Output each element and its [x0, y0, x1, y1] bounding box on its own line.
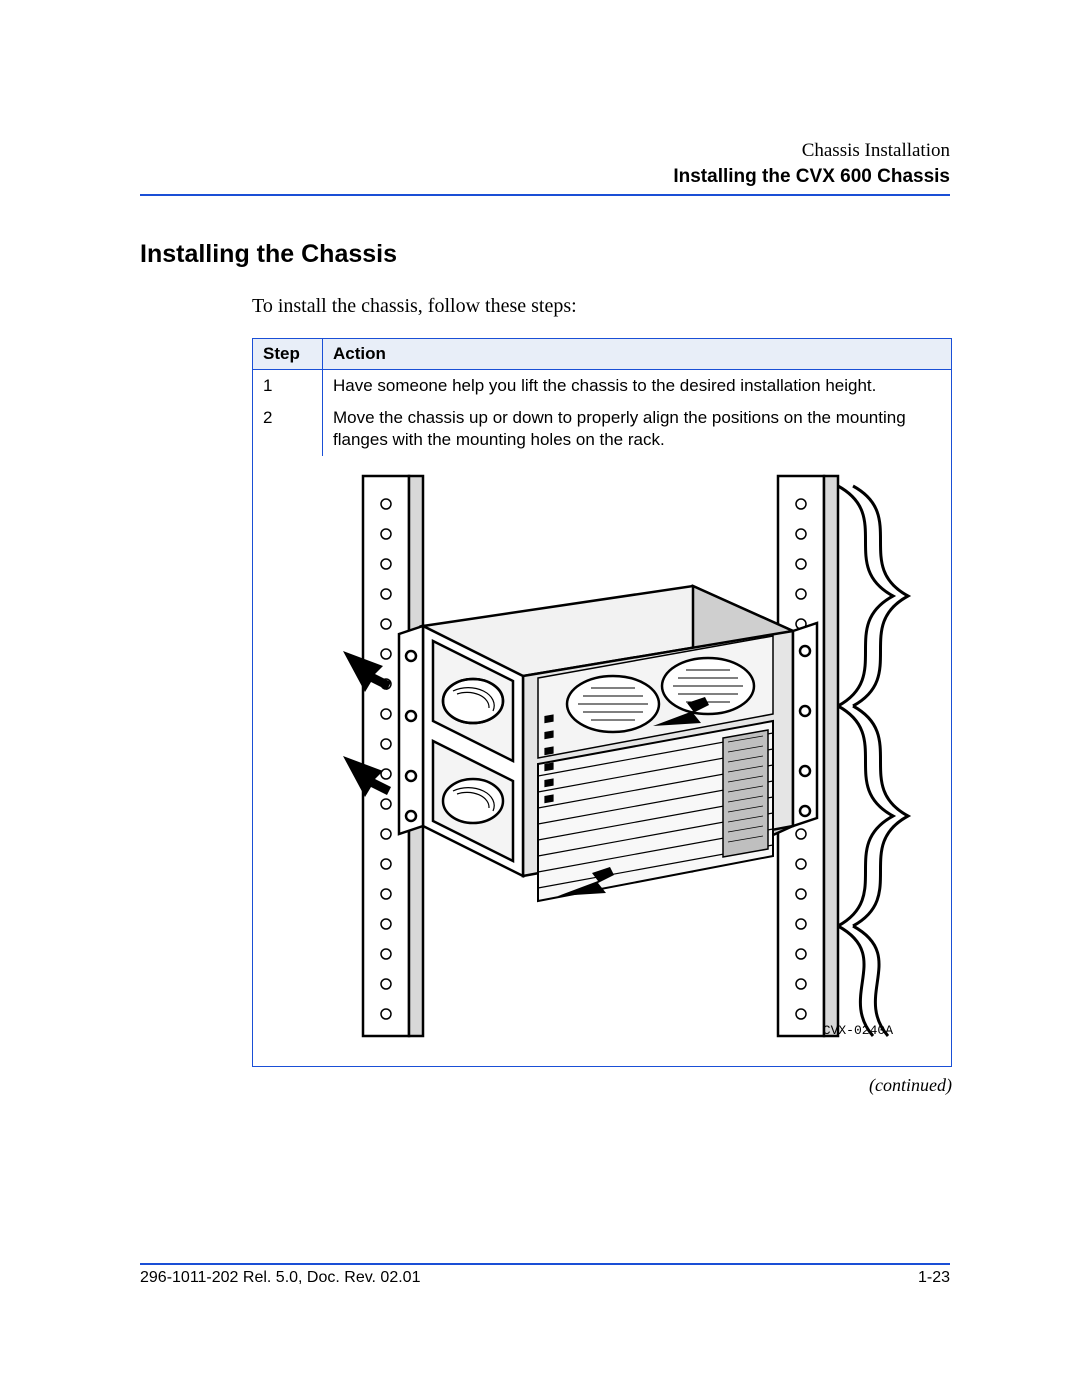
diagram-label: CVX-0240A: [823, 1023, 893, 1038]
column-header-action: Action: [323, 339, 952, 370]
header-rule: [140, 194, 950, 196]
footer-page-number: 1-23: [918, 1269, 950, 1287]
steps-table: Step Action 1 Have someone help you lift…: [252, 338, 952, 1067]
footer-rule: [140, 1263, 950, 1265]
header-section-title: Chassis Installation: [140, 140, 950, 162]
main-heading: Installing the Chassis: [140, 240, 950, 269]
chassis-rack-diagram: CVX-0240A: [253, 456, 951, 1066]
page-footer: 296-1011-202 Rel. 5.0, Doc. Rev. 02.01 1…: [140, 1263, 950, 1287]
table-row: 2 Move the chassis up or down to properl…: [253, 402, 952, 456]
continued-label: (continued): [252, 1075, 952, 1096]
cell-action: Have someone help you lift the chassis t…: [323, 370, 952, 403]
footer-docid: 296-1011-202 Rel. 5.0, Doc. Rev. 02.01: [140, 1269, 420, 1287]
diagram-cell: CVX-0240A: [253, 456, 952, 1067]
document-page: Chassis Installation Installing the CVX …: [0, 0, 1080, 1397]
cell-action: Move the chassis up or down to properly …: [323, 402, 952, 456]
chassis: [399, 586, 817, 901]
cell-step: 2: [253, 402, 323, 456]
table-row-diagram: CVX-0240A: [253, 456, 952, 1067]
page-header: Chassis Installation Installing the CVX …: [140, 140, 950, 188]
intro-text: To install the chassis, follow these ste…: [252, 295, 950, 318]
column-header-step: Step: [253, 339, 323, 370]
table-row: 1 Have someone help you lift the chassis…: [253, 370, 952, 403]
header-subsection-title: Installing the CVX 600 Chassis: [140, 166, 950, 188]
cell-step: 1: [253, 370, 323, 403]
